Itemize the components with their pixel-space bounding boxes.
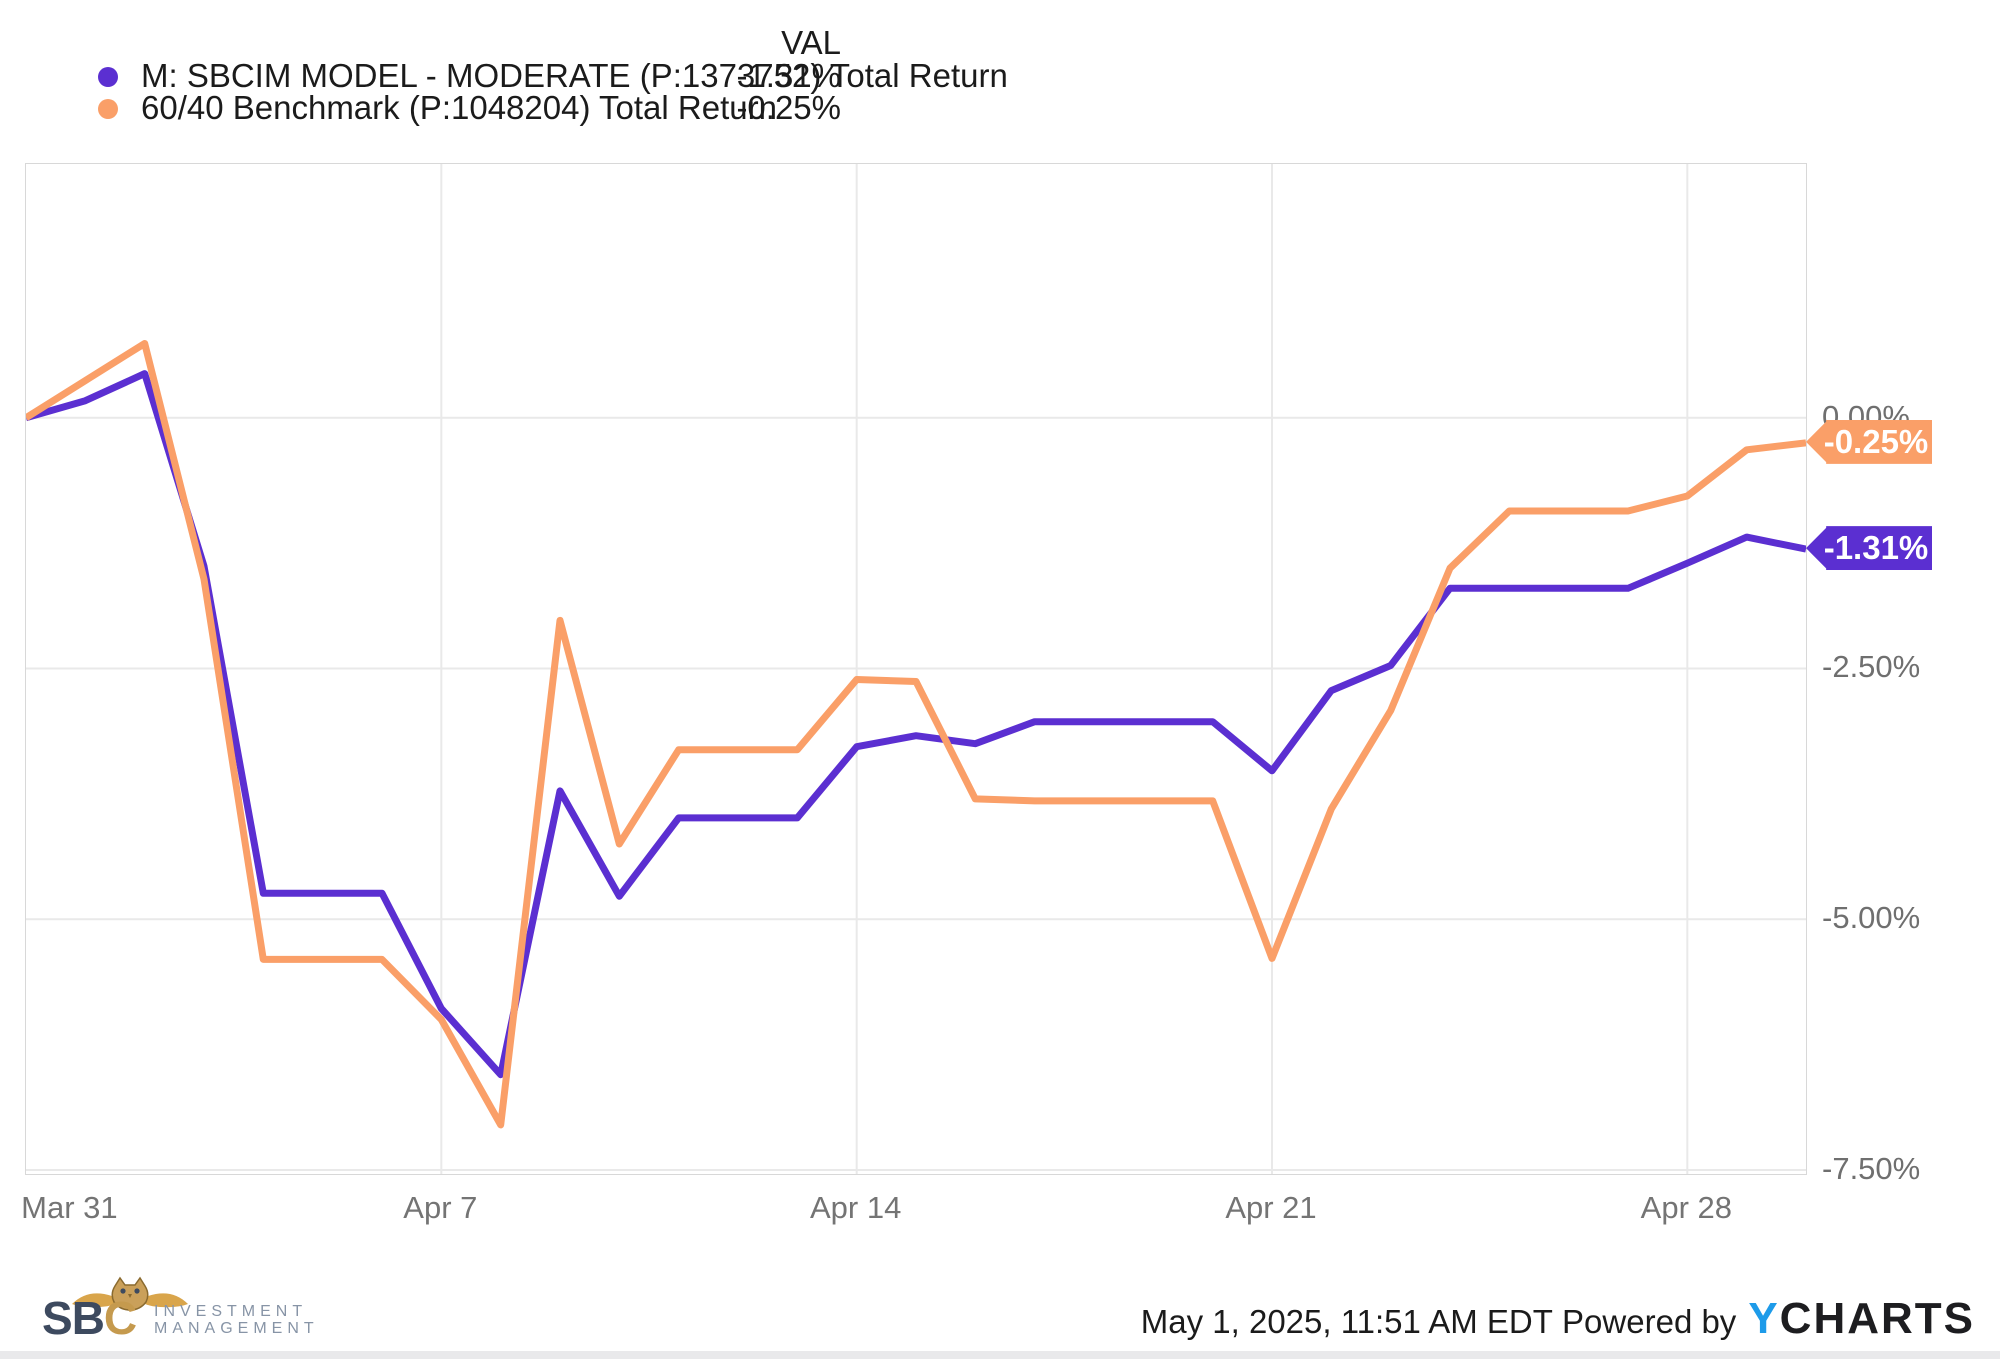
sbc-wordmark: SBC bbox=[42, 1295, 137, 1341]
series-value-tag: -1.31% bbox=[1806, 526, 1932, 571]
legend-value-moderate: -1.31% bbox=[736, 57, 841, 94]
plot-area bbox=[25, 163, 1807, 1175]
series-dot-benchmark-icon bbox=[98, 99, 118, 119]
y-axis-tick-label: -5.00% bbox=[1822, 900, 1921, 936]
x-axis-tick-label: Apr 21 bbox=[1225, 1190, 1317, 1225]
sbc-letter-c: C bbox=[103, 1292, 137, 1344]
line-chart bbox=[26, 164, 1806, 1174]
powered-by-text: Powered by bbox=[1562, 1303, 1737, 1340]
footer-attribution: May 1, 2025, 11:51 AM EDT Powered by YCH… bbox=[1141, 1294, 1975, 1344]
sbc-subtitle: INVESTMENT MANAGEMENT bbox=[154, 1303, 319, 1337]
y-axis-tick-label: -2.50% bbox=[1822, 649, 1921, 685]
timestamp: May 1, 2025, 11:51 AM EDT Powered by bbox=[1141, 1303, 1737, 1341]
x-axis-tick-label: Apr 28 bbox=[1640, 1190, 1732, 1225]
ycharts-charts-text: CHARTS bbox=[1779, 1294, 1975, 1343]
ycharts-logo: YCHARTS bbox=[1748, 1294, 1975, 1344]
ycharts-y-icon: Y bbox=[1748, 1294, 1780, 1343]
legend-label-moderate: M: SBCIM MODEL - MODERATE (P:1373752) To… bbox=[141, 57, 1008, 94]
x-axis-tick-label: Apr 7 bbox=[403, 1190, 478, 1225]
sbc-letter-b: B bbox=[71, 1292, 105, 1344]
y-axis-tick-label: -7.50% bbox=[1822, 1150, 1921, 1186]
x-axis-tick-label: Mar 31 bbox=[21, 1190, 118, 1225]
legend: VAL M: SBCIM MODEL - MODERATE (P:1373752… bbox=[0, 24, 1008, 126]
series-dot-moderate-icon bbox=[98, 67, 118, 87]
legend-value-benchmark: -0.25% bbox=[736, 89, 841, 126]
owl-icon bbox=[72, 1276, 188, 1311]
legend-row-moderate: M: SBCIM MODEL - MODERATE (P:1373752) To… bbox=[0, 57, 1008, 94]
legend-label-benchmark: 60/40 Benchmark (P:1048204) Total Return bbox=[141, 89, 777, 126]
legend-row-benchmark: 60/40 Benchmark (P:1048204) Total Return… bbox=[0, 89, 841, 126]
sbc-subtitle-line1: INVESTMENT bbox=[154, 1303, 308, 1320]
series-value-tag: -0.25% bbox=[1806, 419, 1932, 464]
timestamp-text: May 1, 2025, 11:51 AM EDT bbox=[1140, 1303, 1553, 1340]
sbc-subtitle-line2: MANAGEMENT bbox=[154, 1320, 319, 1337]
x-axis-tick-label: Apr 14 bbox=[809, 1190, 902, 1225]
sbc-letter-s: S bbox=[42, 1292, 73, 1344]
sbc-investment-management-logo: SBC INVESTMENT MANAGEMENT bbox=[42, 1276, 342, 1346]
bottom-edge-strip bbox=[0, 1351, 2000, 1359]
series-line-moderate bbox=[26, 370, 1806, 1079]
legend-val-header: VAL bbox=[781, 24, 841, 61]
series-line-benchmark bbox=[26, 340, 1806, 1129]
